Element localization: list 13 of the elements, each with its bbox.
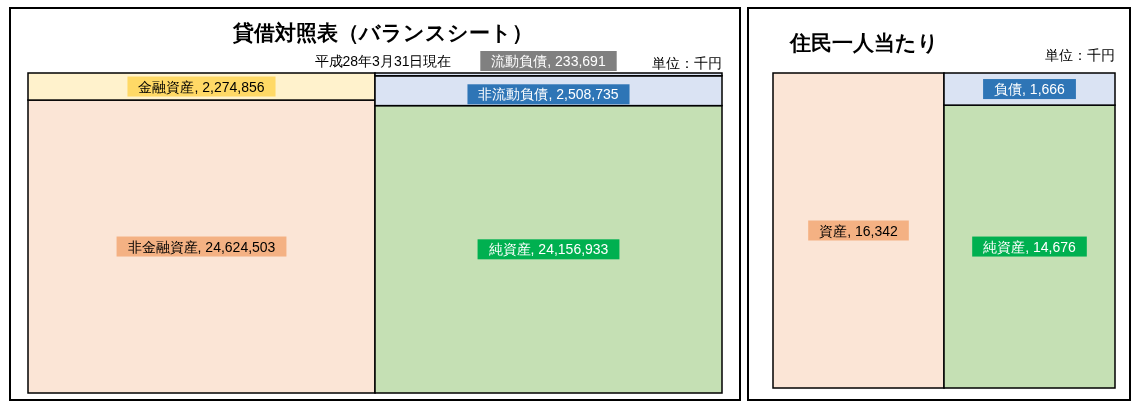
data-label: 純資産, 14,676 bbox=[983, 238, 1077, 255]
text: 単位：千円 bbox=[652, 55, 722, 71]
data-label: 非金融資産, 24,624,503 bbox=[127, 238, 276, 255]
data-label: 純資産, 24,156,933 bbox=[488, 241, 609, 258]
data-label: 金融資産, 2,274,856 bbox=[138, 78, 265, 95]
chart-subtitle: 平成28年3月31日現在 bbox=[314, 53, 452, 69]
chart-title: 貸借対照表（バランスシート） bbox=[232, 21, 533, 45]
chart-title: 住民一人当たり bbox=[789, 31, 939, 54]
data-label: 非流動負債, 2,508,735 bbox=[478, 86, 619, 103]
data-label: 負債, 1,666 bbox=[994, 81, 1066, 98]
data-label: 資産, 16,342 bbox=[819, 222, 899, 239]
data-label: 流動負債, 233,691 bbox=[491, 53, 606, 69]
text: 単位：千円 bbox=[1045, 47, 1115, 63]
